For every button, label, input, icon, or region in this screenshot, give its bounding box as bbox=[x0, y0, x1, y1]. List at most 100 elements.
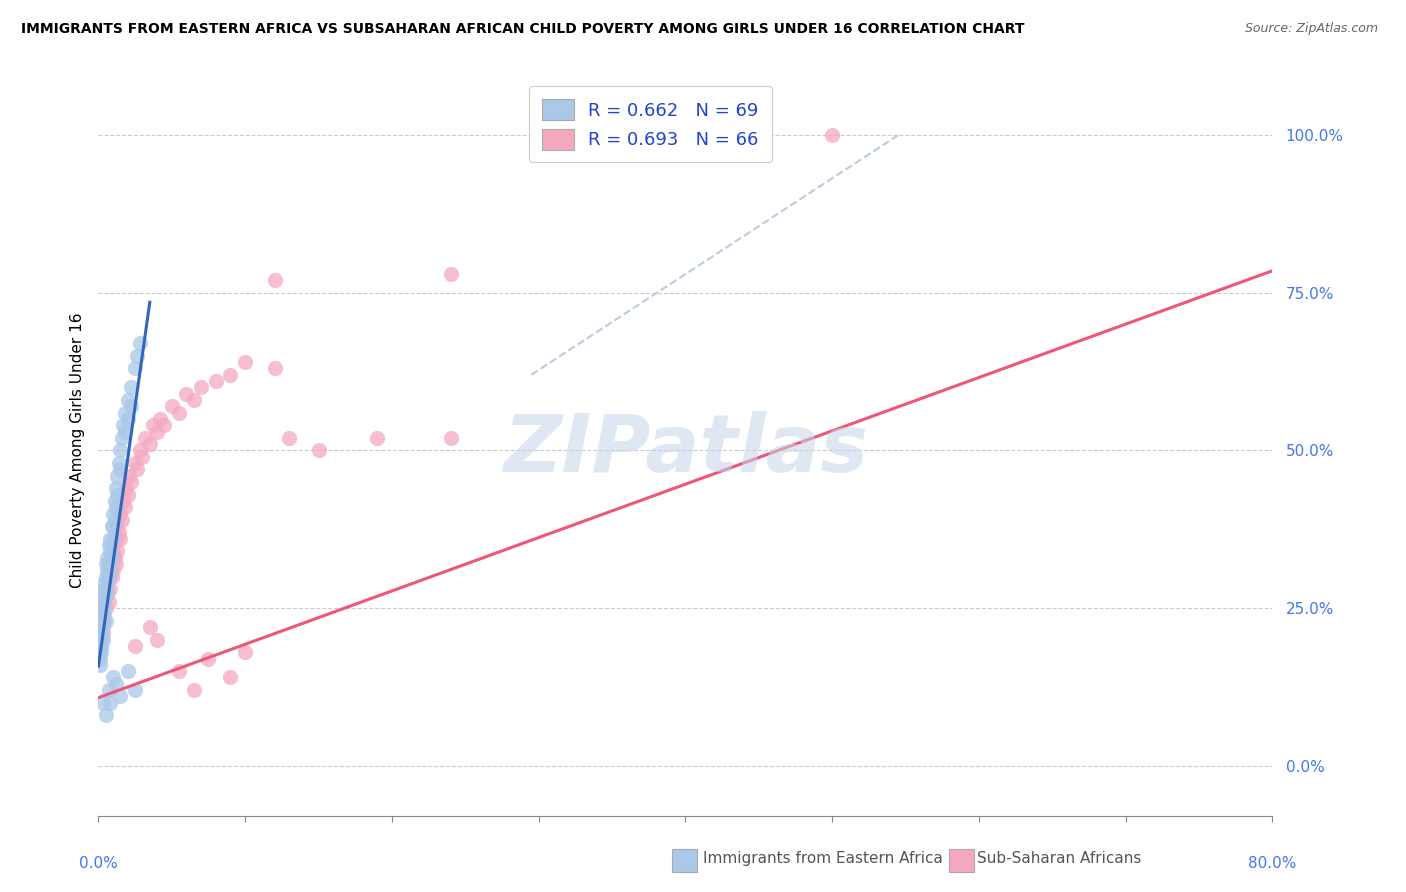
Y-axis label: Child Poverty Among Girls Under 16: Child Poverty Among Girls Under 16 bbox=[69, 313, 84, 588]
Point bbox=[111, 513, 134, 527]
Point bbox=[118, 468, 141, 483]
Point bbox=[821, 128, 844, 143]
Point bbox=[117, 392, 139, 407]
Point bbox=[205, 374, 228, 388]
Point bbox=[100, 569, 122, 583]
Point bbox=[97, 569, 120, 583]
Point bbox=[94, 589, 117, 603]
Point bbox=[219, 368, 242, 382]
Point bbox=[90, 639, 112, 653]
Point bbox=[90, 632, 112, 647]
Point bbox=[107, 468, 129, 483]
Point bbox=[112, 418, 135, 433]
Text: Source: ZipAtlas.com: Source: ZipAtlas.com bbox=[1244, 22, 1378, 36]
Point bbox=[308, 443, 330, 458]
Point bbox=[117, 487, 139, 501]
Point bbox=[107, 519, 129, 533]
Point bbox=[131, 450, 153, 464]
Point bbox=[97, 683, 120, 698]
Point bbox=[146, 425, 169, 439]
Point bbox=[91, 696, 114, 710]
Point bbox=[94, 614, 117, 628]
Point bbox=[91, 601, 114, 615]
Point bbox=[183, 392, 205, 407]
Point bbox=[124, 361, 146, 376]
Point bbox=[120, 380, 142, 394]
Point bbox=[93, 595, 115, 609]
Point bbox=[94, 569, 117, 583]
Point bbox=[108, 456, 131, 470]
Point bbox=[90, 639, 112, 653]
Point bbox=[101, 507, 124, 521]
Point bbox=[101, 670, 124, 684]
Point bbox=[91, 632, 114, 647]
Point bbox=[90, 645, 112, 659]
Point bbox=[93, 575, 115, 590]
Point bbox=[98, 557, 121, 571]
Point bbox=[97, 538, 120, 552]
Point bbox=[167, 406, 190, 420]
Point bbox=[197, 651, 219, 665]
Point bbox=[160, 400, 183, 414]
Point bbox=[91, 607, 114, 622]
Point bbox=[89, 639, 111, 653]
Point bbox=[90, 620, 112, 634]
Point bbox=[107, 487, 129, 501]
Point bbox=[94, 557, 117, 571]
Point bbox=[233, 355, 256, 369]
Point bbox=[103, 494, 125, 508]
Point bbox=[125, 349, 148, 363]
Point bbox=[110, 443, 132, 458]
Point bbox=[97, 595, 120, 609]
Point bbox=[96, 582, 118, 597]
Point bbox=[93, 607, 115, 622]
Point bbox=[183, 683, 205, 698]
Point bbox=[93, 595, 115, 609]
Point bbox=[117, 412, 139, 426]
Point bbox=[108, 525, 131, 540]
Point bbox=[128, 336, 150, 351]
Point bbox=[366, 431, 388, 445]
Point bbox=[94, 582, 117, 597]
Point bbox=[101, 544, 124, 558]
Point bbox=[263, 361, 285, 376]
Point bbox=[91, 620, 114, 634]
Point bbox=[114, 500, 136, 515]
Point bbox=[101, 532, 124, 546]
Point bbox=[103, 513, 125, 527]
Point bbox=[110, 507, 132, 521]
Point bbox=[110, 532, 132, 546]
Point bbox=[89, 651, 111, 665]
Point bbox=[114, 406, 136, 420]
Point bbox=[89, 632, 111, 647]
Point bbox=[439, 267, 461, 281]
Point bbox=[124, 456, 146, 470]
Point bbox=[96, 563, 118, 577]
Point bbox=[233, 645, 256, 659]
Point bbox=[107, 544, 129, 558]
Point bbox=[93, 582, 115, 597]
Point bbox=[176, 386, 198, 401]
Point bbox=[278, 431, 301, 445]
Point bbox=[105, 532, 128, 546]
Point bbox=[124, 683, 146, 698]
Text: ZIPatlas: ZIPatlas bbox=[503, 411, 868, 490]
Text: IMMIGRANTS FROM EASTERN AFRICA VS SUBSAHARAN AFRICAN CHILD POVERTY AMONG GIRLS U: IMMIGRANTS FROM EASTERN AFRICA VS SUBSAH… bbox=[21, 22, 1025, 37]
Text: 80.0%: 80.0% bbox=[1249, 856, 1296, 871]
Text: Immigrants from Eastern Africa: Immigrants from Eastern Africa bbox=[703, 851, 943, 865]
Point bbox=[101, 519, 124, 533]
Point bbox=[110, 462, 132, 476]
Point bbox=[98, 582, 121, 597]
Point bbox=[190, 380, 212, 394]
Point bbox=[96, 550, 118, 565]
Point bbox=[89, 632, 111, 647]
Point bbox=[139, 620, 162, 634]
Point bbox=[89, 626, 111, 640]
Point bbox=[94, 708, 117, 723]
Point bbox=[98, 544, 121, 558]
Point bbox=[91, 626, 114, 640]
Text: 0.0%: 0.0% bbox=[79, 856, 118, 871]
Point bbox=[111, 431, 134, 445]
Point bbox=[98, 532, 121, 546]
Point bbox=[124, 639, 146, 653]
